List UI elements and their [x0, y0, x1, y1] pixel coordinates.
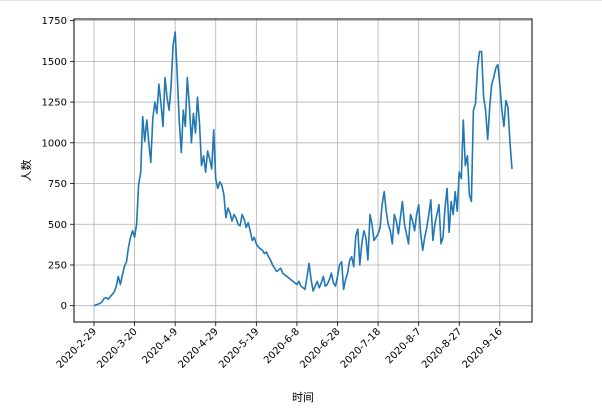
- x-tick-label: 2020-8-27: [420, 326, 464, 370]
- x-tick-label: 2020-8-7: [384, 326, 424, 366]
- y-tick-label: 1250: [42, 98, 67, 109]
- window-top-border: [0, 0, 602, 1]
- y-tick-label: 1000: [42, 138, 67, 149]
- x-tick-label: 2020-2-29: [55, 326, 99, 370]
- x-tick-label: 2020-5-19: [217, 326, 261, 370]
- y-axis: 0 250 500 750 1000 1250 1500 1750: [42, 16, 74, 312]
- y-tick-label: 250: [48, 260, 67, 271]
- x-tick-label: 2020-3-20: [95, 326, 139, 370]
- x-tick-label: 2020-6-8: [262, 326, 302, 366]
- x-tick-label: 2020-4-9: [140, 326, 180, 366]
- x-tick-label: 2020-7-18: [339, 326, 383, 370]
- grid-lines: [74, 19, 532, 322]
- y-tick-label: 1750: [42, 16, 67, 27]
- x-tick-label: 2020-4-29: [176, 326, 220, 370]
- x-tick-label: 2020-6-28: [298, 326, 342, 370]
- y-tick-label: 0: [61, 301, 67, 312]
- series-line: [93, 31, 513, 307]
- y-tick-label: 1500: [42, 57, 67, 68]
- y-axis-label: 人数: [20, 160, 33, 182]
- y-tick-label: 750: [48, 179, 67, 190]
- y-tick-label: 500: [48, 220, 67, 231]
- x-tick-label: 2020-9-16: [461, 326, 505, 370]
- plot-frame: [73, 18, 533, 323]
- x-axis-label: 时间: [292, 391, 314, 404]
